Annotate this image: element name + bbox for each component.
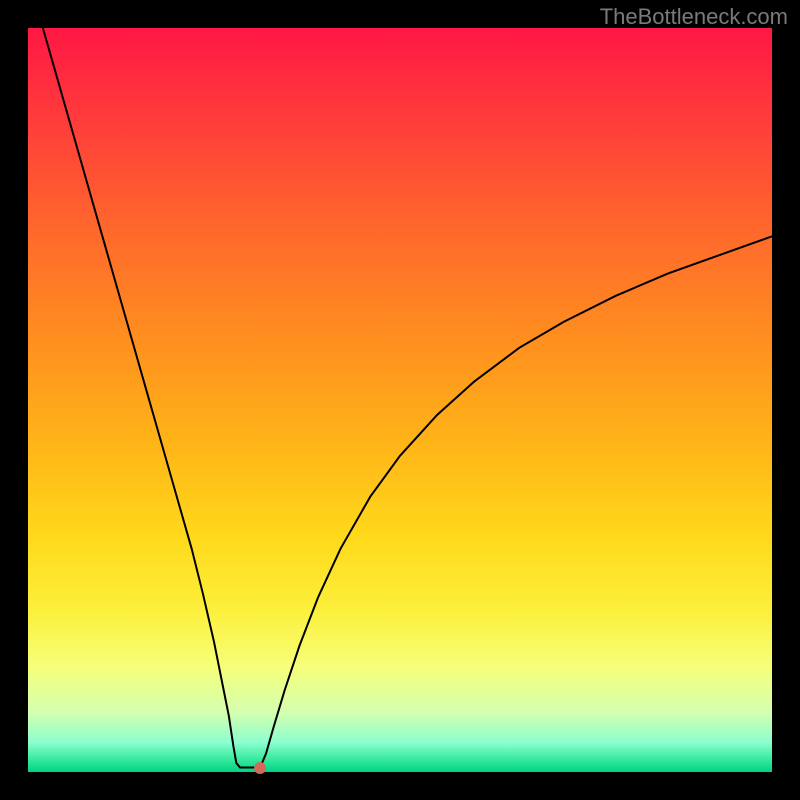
watermark-text: TheBottleneck.com	[600, 4, 788, 30]
chart-container: TheBottleneck.com	[0, 0, 800, 800]
curve-line	[28, 28, 772, 772]
minimum-marker	[254, 762, 266, 774]
plot-area	[28, 28, 772, 772]
